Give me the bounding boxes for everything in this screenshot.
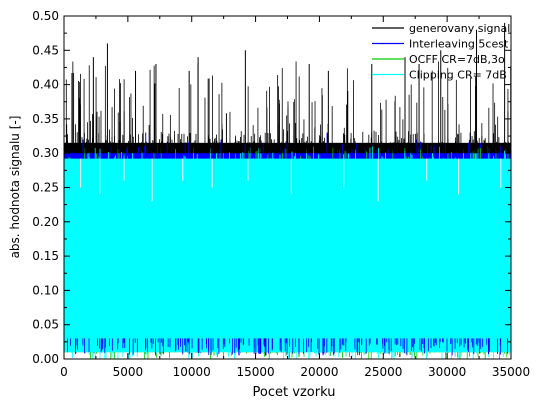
x-axis-label: Pocet vzorku	[253, 385, 336, 400]
series-3	[63, 146, 511, 359]
y-tick-label: 0.30	[32, 146, 59, 160]
series-0-spikes	[64, 61, 512, 154]
series-jitter	[63, 146, 511, 359]
x-tick-label: 5000	[113, 365, 144, 379]
y-tick-label: 0.10	[32, 283, 59, 297]
x-tick-label: 10000	[173, 365, 211, 379]
legend-label: generovany signal	[409, 22, 510, 35]
y-tick-label: 0.00	[32, 352, 59, 366]
y-tick-label: 0.40	[32, 78, 59, 92]
y-tick-label: 0.25	[32, 181, 59, 195]
legend-label: Interleaving 5cest	[409, 38, 509, 51]
axes: 0.00 0.05 0.10 0.15 0.20 0.25 0.30 0.35 0.40 0.45…	[32, 9, 530, 379]
legend-label: Clipping CR= 7dB	[409, 69, 507, 82]
x-tick-label: 0	[60, 365, 68, 379]
y-axis-label: abs. hodnota signalu [-]	[8, 116, 22, 259]
y-tick-label: 0.20	[32, 215, 59, 229]
legend: generovany signal Interleaving 5cest OCFF …	[372, 22, 510, 82]
x-tick-label: 20000	[300, 365, 338, 379]
y-tick-label: 0.05	[32, 318, 59, 332]
plot-area	[63, 22, 512, 359]
x-tick-label: 15000	[236, 365, 274, 379]
y-tick-label: 0.45	[32, 43, 59, 57]
y-tick-label: 0.50	[32, 9, 59, 23]
series-1-bottom	[67, 338, 509, 356]
y-tick-label: 0.15	[32, 249, 59, 263]
x-tick-label: 30000	[428, 365, 466, 379]
y-tick-label: 0.35	[32, 112, 59, 126]
x-tick-label: 35000	[492, 365, 530, 379]
legend-label: OCFF CR=7dB,3o	[409, 53, 505, 66]
x-tick-label: 25000	[364, 365, 402, 379]
